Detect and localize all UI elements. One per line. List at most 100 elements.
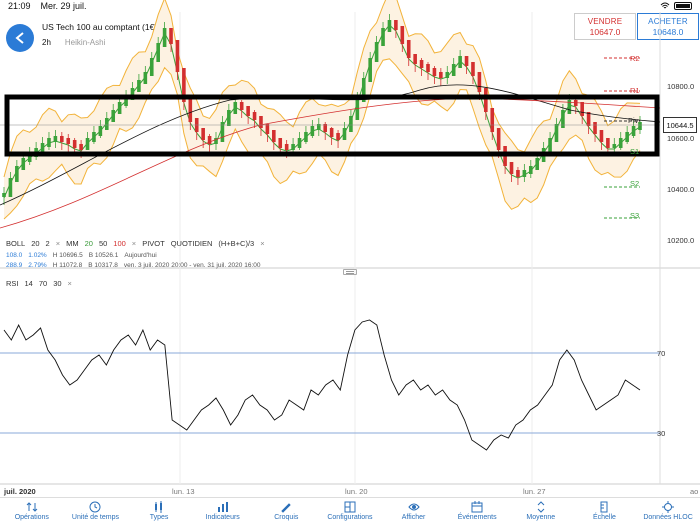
pivot-formula: (H+B+C)/3	[218, 239, 255, 248]
pivot-type: QUOTIDIEN	[170, 239, 213, 248]
candles-icon	[155, 501, 163, 513]
instrument-title: US Tech 100 au comptant (1€) (-)	[42, 22, 168, 32]
candle-body	[451, 64, 456, 76]
candle-body	[400, 26, 405, 44]
candle-body	[310, 126, 315, 136]
candle-body	[79, 144, 83, 150]
time-axis-label: lun. 27	[523, 487, 546, 496]
candle-body	[381, 28, 385, 46]
candle-body	[220, 122, 225, 142]
candle-body	[336, 133, 340, 140]
candle-body	[214, 138, 218, 144]
low-value: B 10317.8	[88, 262, 118, 269]
candle-body	[528, 166, 533, 174]
high-value: H 10696.5	[52, 252, 83, 259]
pivot-close-icon[interactable]: ×	[260, 239, 265, 248]
pane-resize-handle[interactable]	[343, 269, 357, 275]
pivot-label-r2: R2	[630, 54, 640, 63]
chart-style-label[interactable]: Heikin-Ashi	[64, 38, 106, 47]
toolbar-timeframe[interactable]: Unité de temps	[65, 498, 125, 525]
candle-body	[471, 62, 475, 76]
back-button[interactable]	[6, 24, 34, 52]
change-percent: 1.02%	[28, 252, 47, 259]
toolbar-display[interactable]: Afficher	[384, 498, 444, 525]
buy-button[interactable]: ACHETER 10648.0	[637, 13, 699, 40]
candle-body	[53, 136, 58, 142]
stepper-icon	[537, 501, 545, 513]
layout-icon	[344, 501, 356, 513]
candle-body	[291, 144, 295, 150]
rsi-upper: 70	[38, 279, 48, 288]
candle-body	[631, 126, 636, 136]
pivot-label-s2: S2	[630, 179, 640, 188]
toolbar-scale[interactable]: Échelle	[574, 498, 634, 525]
toolbar-label: Indicateurs	[205, 514, 240, 521]
candle-body	[323, 124, 328, 132]
candle-body	[368, 58, 372, 82]
candle-body	[374, 42, 379, 62]
candle-body	[394, 20, 398, 30]
period-text: ven. 3 juil. 2020 20:00 - ven. 31 juil. …	[123, 262, 261, 269]
rsi-lower: 30	[53, 279, 62, 288]
candle-body	[606, 138, 610, 148]
candle-body	[586, 112, 591, 126]
candle-body	[625, 132, 629, 142]
toolbar-label: Moyenne	[526, 514, 556, 521]
candle-body	[406, 40, 411, 58]
pivot-label-s3: S3	[630, 211, 640, 220]
rsi-axis-label: 70	[657, 349, 666, 358]
boll-label[interactable]: BOLL	[6, 239, 26, 248]
candle-body	[548, 138, 552, 152]
battery-icon	[674, 2, 692, 10]
candle-body	[484, 88, 488, 112]
toolbar-average[interactable]: Moyenne	[511, 498, 571, 525]
toolbar-label: Afficher	[401, 514, 426, 521]
toolbar-drawings[interactable]: Croquis	[256, 498, 316, 525]
indicator-legend: BOLL 20 2 × MM 20 50 100 × PIVOT QUOTIDI…	[6, 239, 265, 248]
mm-close-icon[interactable]: ×	[131, 239, 137, 248]
candle-body	[201, 128, 205, 140]
toolbar-label: Événements	[457, 514, 497, 521]
toolbar-types[interactable]: Types	[129, 498, 189, 525]
toolbar-events[interactable]: Événements	[447, 498, 507, 525]
pen-icon	[281, 503, 292, 513]
timeframe-label[interactable]: 2h	[42, 38, 51, 47]
candle-body	[72, 140, 77, 148]
toolbar-operations[interactable]: Opérations	[2, 498, 62, 525]
info-row-today: 108.0 1.02% H 10696.5 B 10526.1 Aujourd'…	[6, 252, 157, 259]
candle-body	[387, 20, 392, 32]
candle-body	[117, 102, 122, 114]
boll-close-icon[interactable]: ×	[55, 239, 61, 248]
current-price-tag: 10644.5	[663, 117, 697, 133]
toolbar-hloc-data[interactable]: Données HLOC	[638, 498, 698, 525]
toolbar-label: Croquis	[274, 514, 299, 521]
toolbar-label: Types	[149, 514, 169, 521]
candle-body	[419, 60, 424, 68]
mm-label[interactable]: MM	[66, 239, 79, 248]
low-value: B 10526.1	[88, 252, 119, 259]
sell-button[interactable]: VENDRE 10647.0	[574, 13, 636, 40]
candle-body	[599, 130, 604, 142]
candle-body	[432, 68, 437, 76]
toolbar-indicators[interactable]: Indicateurs	[193, 498, 253, 525]
pivot-label[interactable]: PIVOT	[142, 239, 165, 248]
candle-body	[413, 54, 417, 64]
candle-body	[426, 64, 430, 72]
candle-body	[239, 102, 244, 110]
rsi-label[interactable]: RSI	[6, 279, 19, 288]
candle-body	[156, 43, 160, 62]
candle-body	[27, 153, 32, 162]
candle-body	[207, 136, 212, 144]
price-axis-label: 10200.0	[667, 236, 695, 245]
candle-body	[272, 130, 276, 142]
time-axis-label: ao	[690, 487, 699, 496]
price-chart[interactable]	[0, 0, 700, 500]
candle-body	[8, 178, 13, 197]
candle-body	[496, 128, 501, 150]
mm-period-20: 20	[84, 239, 93, 248]
candle-body	[638, 122, 642, 130]
time-axis-label: lun. 20	[345, 487, 368, 496]
rsi-close-icon[interactable]: ×	[67, 279, 72, 288]
toolbar-configurations[interactable]: Configurations	[320, 498, 380, 525]
info-row-range: 288.9 2.79% H 11072.8 B 10317.8 ven. 3 j…	[6, 262, 260, 269]
